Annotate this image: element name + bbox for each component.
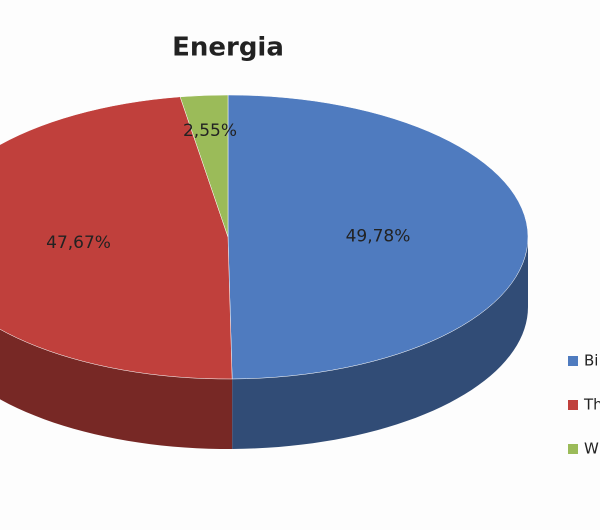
legend-swatch bbox=[568, 356, 578, 366]
slice-side bbox=[232, 237, 528, 449]
legend-label: W bbox=[584, 440, 599, 458]
slice bbox=[227, 94, 529, 380]
slice bbox=[179, 94, 229, 238]
legend-label: Th bbox=[583, 396, 600, 414]
slice bbox=[0, 96, 233, 380]
legend-swatch bbox=[568, 444, 578, 454]
legend-label: Bi bbox=[584, 352, 598, 370]
slice-side bbox=[0, 329, 233, 449]
data-label: 2,55% bbox=[183, 121, 237, 141]
legend-swatch bbox=[568, 400, 578, 410]
data-label: 47,67% bbox=[46, 233, 111, 253]
chart-title: Energia bbox=[172, 33, 284, 63]
data-label: 49,78% bbox=[346, 227, 411, 247]
